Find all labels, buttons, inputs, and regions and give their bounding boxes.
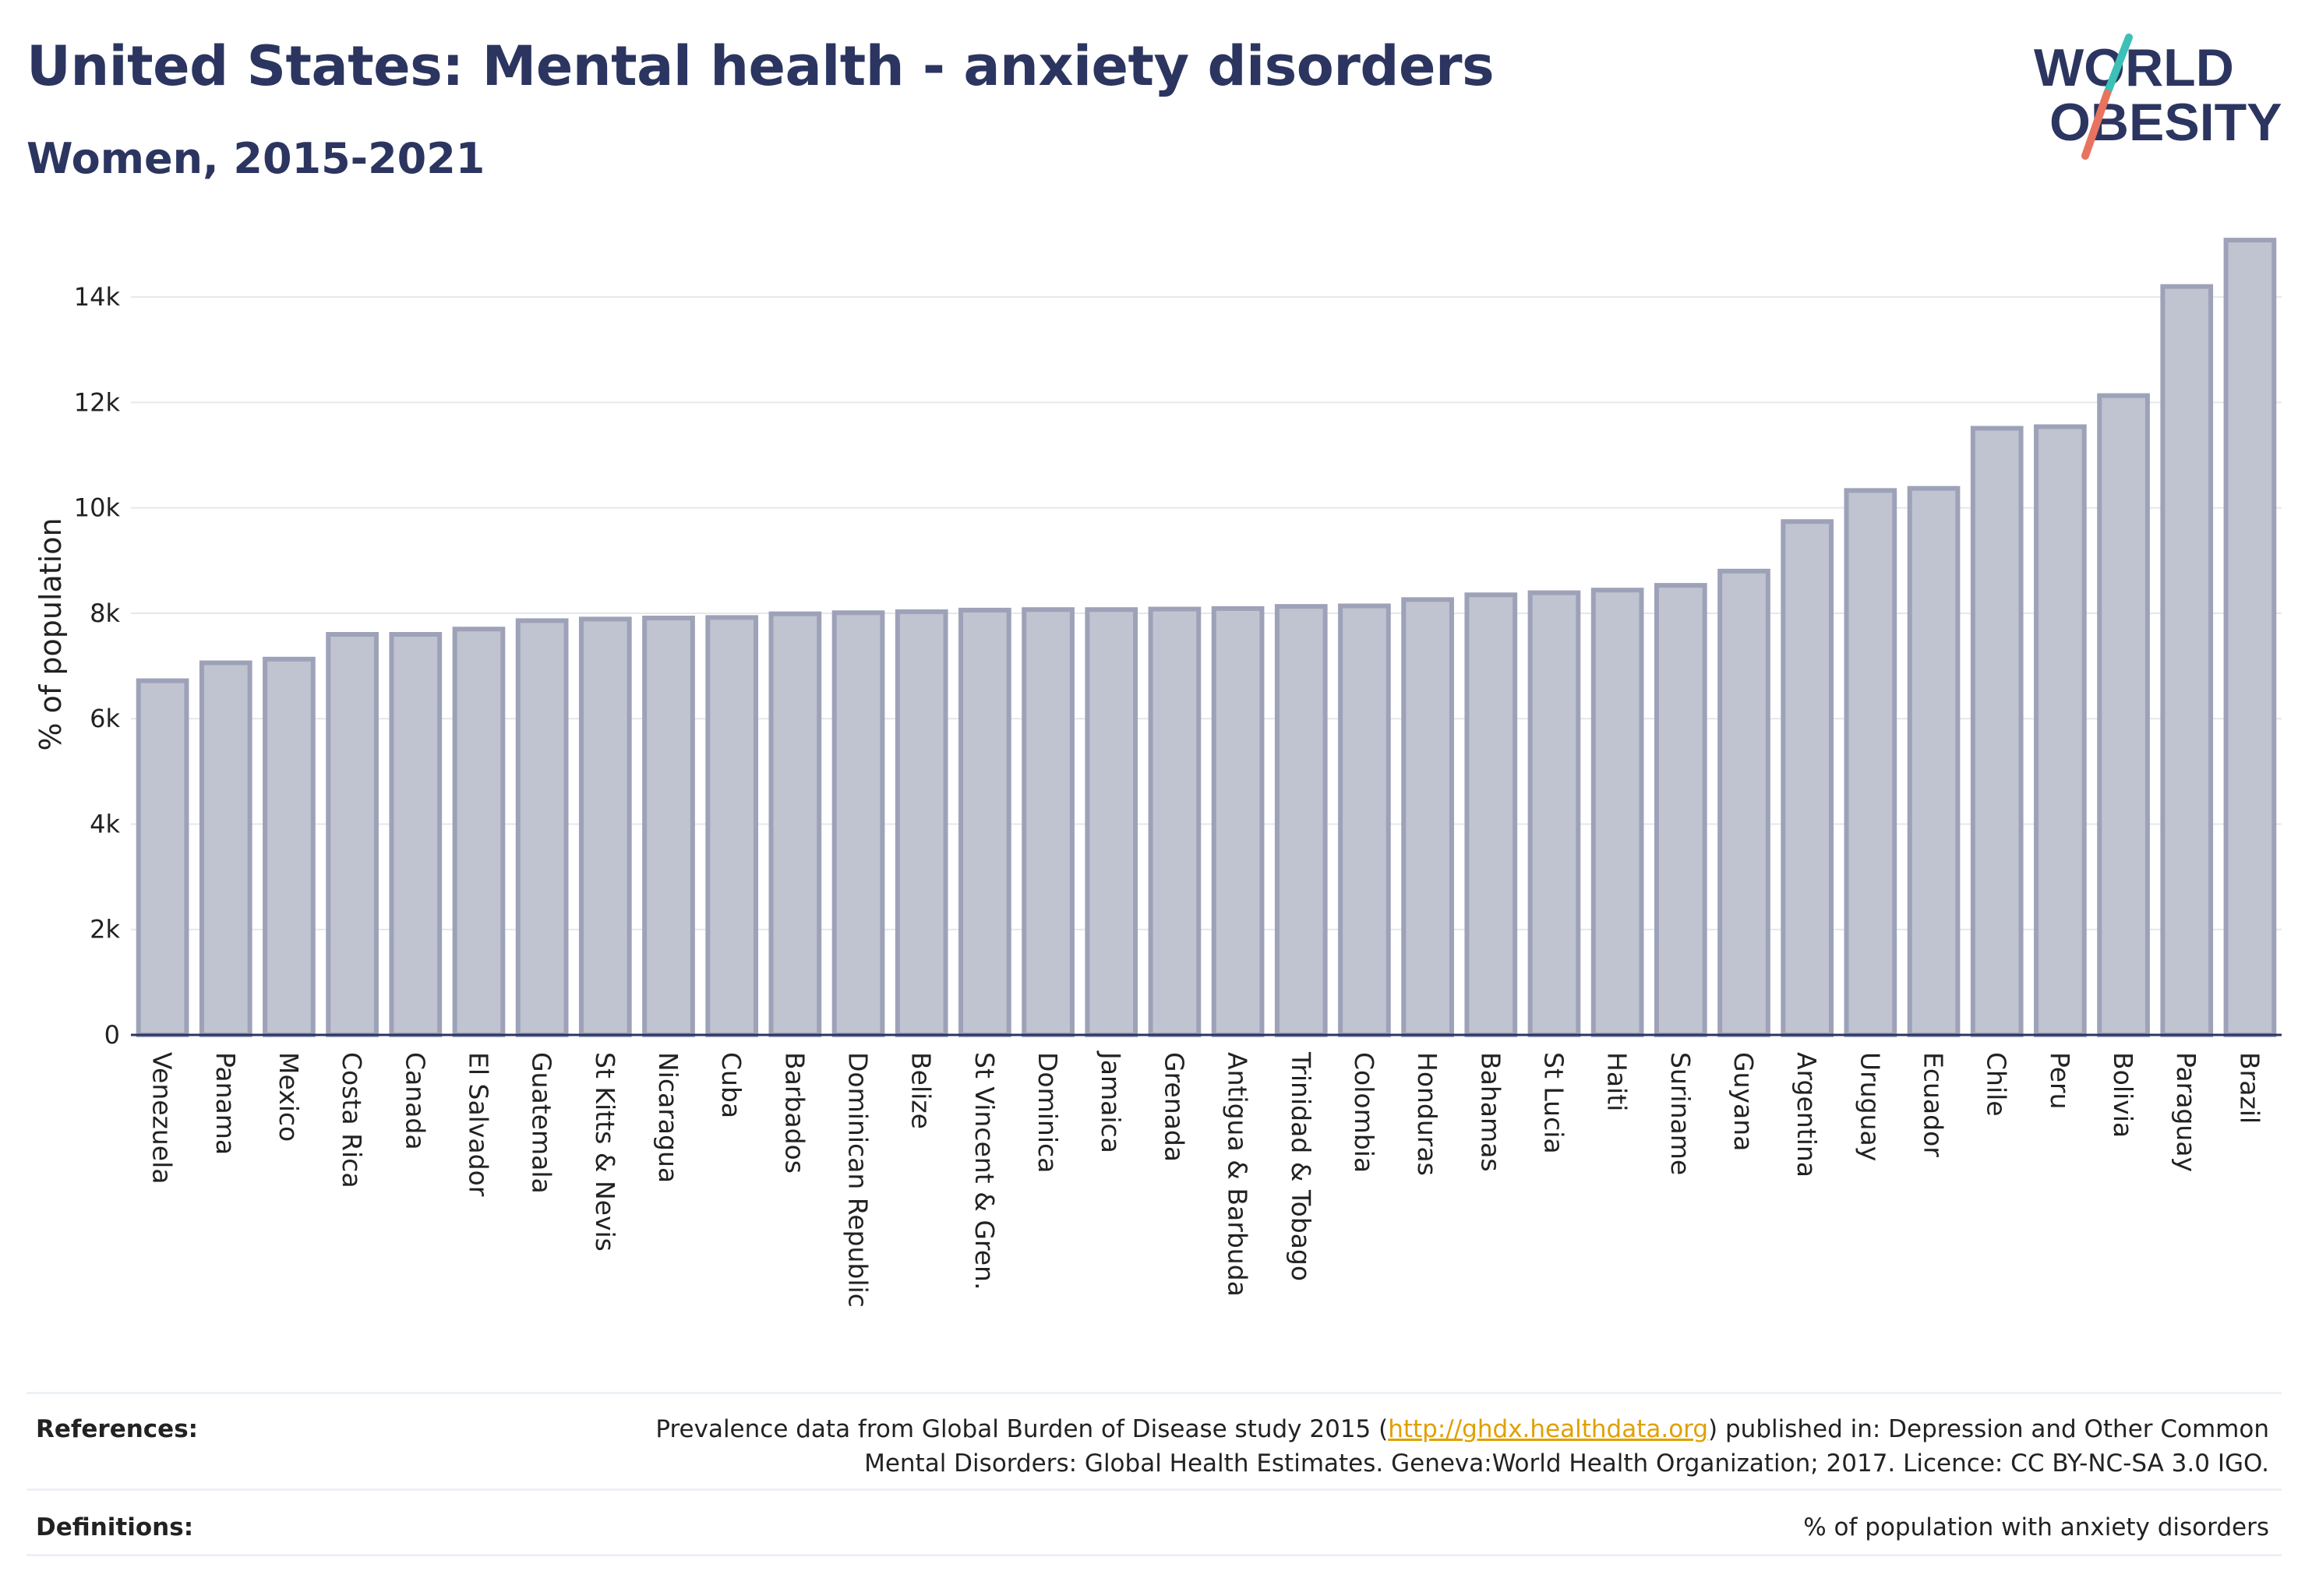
- x-tick-label: Antigua & Barbuda: [1223, 1052, 1253, 1297]
- x-tick-label: Chile: [1982, 1052, 2012, 1117]
- x-tick-label: Venezuela: [147, 1052, 178, 1184]
- bar: [2160, 284, 2214, 1037]
- x-tick-label: Nicaragua: [653, 1052, 683, 1183]
- y-tick-label: 12k: [74, 387, 121, 417]
- references-text-before: Prevalence data from Global Burden of Di…: [655, 1415, 1389, 1443]
- chart-subtitle: Women, 2015-2021: [26, 134, 485, 183]
- x-tick-label: Canada: [400, 1052, 430, 1150]
- x-tick-label: Suriname: [1665, 1052, 1696, 1175]
- bar: [452, 627, 506, 1037]
- x-tick-label: Uruguay: [1855, 1052, 1885, 1161]
- bar: [1211, 606, 1265, 1037]
- bar: [389, 632, 443, 1037]
- x-tick-label: Dominican Republic: [843, 1052, 874, 1308]
- bar: [326, 632, 379, 1037]
- x-tick-label: Paraguay: [2171, 1052, 2201, 1172]
- references-text: Prevalence data from Global Burden of Di…: [555, 1412, 2269, 1481]
- x-tick-label: Dominica: [1032, 1052, 1063, 1173]
- x-tick-label: Belize: [906, 1052, 937, 1129]
- bar: [958, 607, 1011, 1037]
- footer-divider-middle: [26, 1488, 2282, 1491]
- bar: [1148, 606, 1202, 1037]
- bar: [2034, 424, 2087, 1037]
- bar: [1590, 588, 1644, 1037]
- x-tick-label: Panama: [210, 1052, 241, 1155]
- x-tick-label: El Salvador: [463, 1052, 493, 1197]
- x-tick-label: Grenada: [1159, 1052, 1189, 1162]
- y-tick-label: 2k: [90, 915, 120, 945]
- bar: [768, 611, 822, 1037]
- bar: [1464, 592, 1518, 1037]
- x-tick-label: Barbados: [779, 1052, 810, 1174]
- logo-slash-coral: [2081, 90, 2111, 160]
- x-tick-label: Jamaica: [1096, 1050, 1126, 1153]
- footer-divider-bottom: [26, 1554, 2282, 1556]
- y-tick-label: 10k: [74, 493, 121, 523]
- y-tick-label: 6k: [90, 704, 120, 733]
- chart-title: United States: Mental health - anxiety d…: [26, 34, 1495, 98]
- y-tick-label: 0: [104, 1020, 120, 1050]
- x-tick-label: Ecuador: [1918, 1052, 1949, 1157]
- x-tick-label: Brazil: [2234, 1052, 2264, 1124]
- bar: [705, 615, 759, 1037]
- x-tick-label: Mexico: [274, 1052, 304, 1142]
- y-axis-label: % of population: [34, 517, 68, 750]
- x-tick-label: Guyana: [1728, 1052, 1759, 1151]
- references-text-after: ) published in: Depression and Other Com…: [1708, 1415, 2269, 1443]
- bar: [1274, 604, 1328, 1037]
- bar: [895, 609, 948, 1037]
- bar: [1907, 486, 1961, 1037]
- references-label: References:: [36, 1415, 199, 1443]
- logo-word-world: WORLD: [2034, 38, 2234, 97]
- bar: [831, 610, 885, 1037]
- world-obesity-logo: WORLD OBESITY: [2034, 34, 2282, 160]
- bar: [2097, 393, 2150, 1037]
- bar: [136, 678, 189, 1038]
- logo-slash-teal: [2103, 34, 2133, 97]
- bar: [1338, 603, 1391, 1037]
- definitions-label: Definitions:: [36, 1513, 194, 1541]
- bar: [199, 660, 252, 1037]
- x-tick-label: Trinidad & Tobago: [1286, 1051, 1316, 1281]
- x-tick-label: Costa Rica: [337, 1052, 367, 1188]
- y-tick-label: 4k: [90, 809, 120, 839]
- x-tick-label: St Kitts & Nevis: [590, 1052, 620, 1252]
- x-tick-label: Peru: [2045, 1052, 2075, 1110]
- bar: [515, 618, 569, 1037]
- y-tick-label: 14k: [74, 282, 121, 312]
- bar: [1401, 597, 1454, 1037]
- bar-chart: 0 2k 4k 6k 8k 10k 12k 14k % of population Venezue…: [34, 238, 2282, 1308]
- y-tick-label: 8k: [90, 598, 120, 628]
- bar: [263, 656, 316, 1038]
- bar: [1781, 519, 1834, 1037]
- x-tick-label: Cuba: [716, 1052, 747, 1118]
- bar: [1654, 583, 1707, 1037]
- x-tick-label: St Vincent & Gren.: [969, 1052, 1000, 1290]
- x-tick-label: Honduras: [1412, 1052, 1442, 1176]
- bar: [1527, 590, 1581, 1037]
- bar: [2223, 238, 2277, 1037]
- x-tick-label: Colombia: [1349, 1052, 1379, 1173]
- references-line2: Mental Disorders: Global Health Estimate…: [864, 1449, 2269, 1478]
- bar: [1844, 488, 1897, 1037]
- bar: [1717, 568, 1770, 1037]
- x-tick-label: Argentina: [1791, 1052, 1822, 1178]
- x-tick-label: Bolivia: [2108, 1052, 2138, 1138]
- x-tick-label: Guatemala: [527, 1052, 557, 1194]
- x-tick-label: Bahamas: [1475, 1052, 1505, 1172]
- references-link[interactable]: http://ghdx.healthdata.org: [1388, 1415, 1709, 1443]
- bar: [642, 616, 695, 1037]
- bar: [1970, 425, 2024, 1037]
- bar: [578, 616, 632, 1037]
- footer-divider-top: [26, 1392, 2282, 1394]
- x-tick-label: Haiti: [1602, 1052, 1633, 1111]
- definitions-text: % of population with anxiety disorders: [1803, 1513, 2269, 1541]
- bar: [1022, 607, 1075, 1037]
- x-tick-label: St Lucia: [1538, 1052, 1569, 1154]
- bar: [1085, 607, 1138, 1037]
